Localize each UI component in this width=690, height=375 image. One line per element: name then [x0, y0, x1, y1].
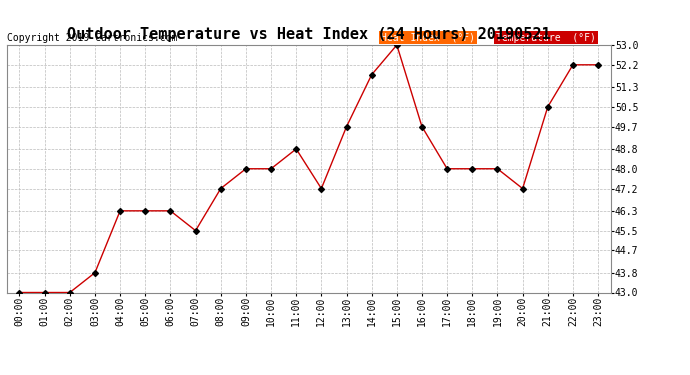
Text: Heat Index  (°F): Heat Index (°F): [381, 33, 475, 42]
Text: Temperature  (°F): Temperature (°F): [496, 33, 595, 42]
Text: Copyright 2019 Cartronics.com: Copyright 2019 Cartronics.com: [7, 33, 177, 42]
Title: Outdoor Temperature vs Heat Index (24 Hours) 20190521: Outdoor Temperature vs Heat Index (24 Ho…: [67, 27, 551, 42]
